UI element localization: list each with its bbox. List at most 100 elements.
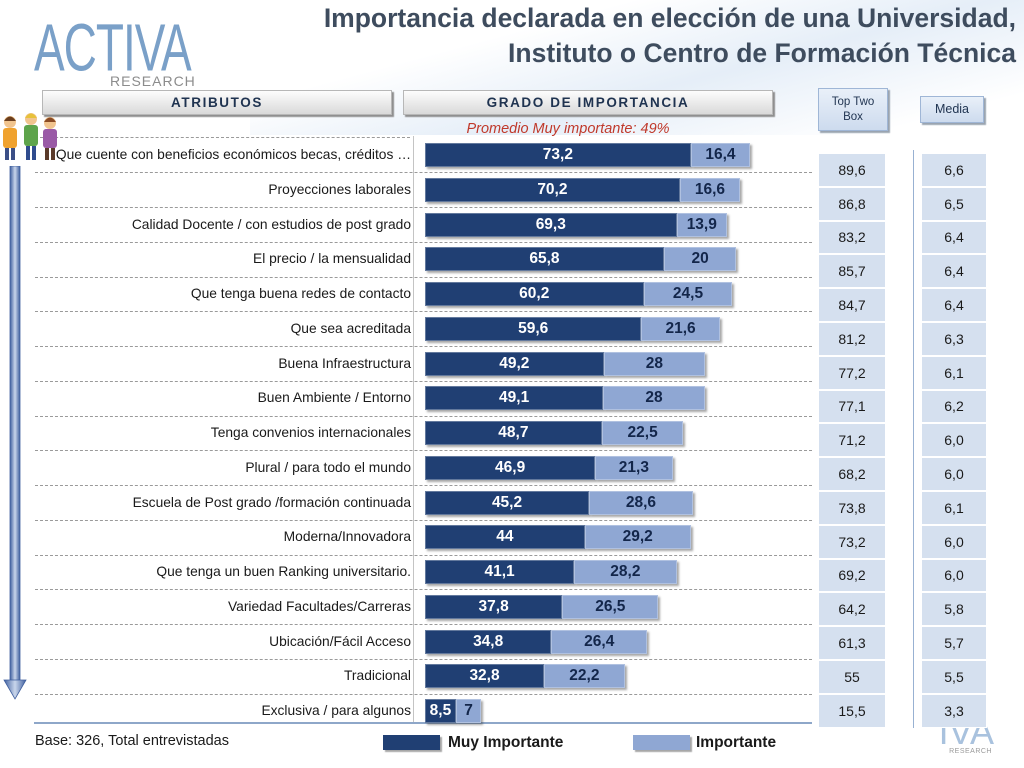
legend-label-importante: Importante <box>696 734 777 751</box>
row-separator <box>35 519 812 521</box>
bar-importante: 28 <box>603 386 705 411</box>
title-line-1: Importancia declarada en elección de una… <box>323 3 1016 33</box>
bar-muy-importante: 60,2 <box>425 282 644 306</box>
media-cell: 6,2 <box>921 389 987 424</box>
top-two-box-cell: 64,2 <box>818 592 886 627</box>
value-label: 21,3 <box>618 458 649 476</box>
footer-logo-tagline: RESEARCH <box>949 748 992 755</box>
top-two-box-cell: 73,8 <box>818 491 886 525</box>
bar-muy-importante: 48,7 <box>425 421 602 445</box>
value-label: 16,6 <box>694 180 726 198</box>
header-atributos: ATRIBUTOS <box>42 90 392 115</box>
people-icon <box>3 113 57 160</box>
category-label: Que tenga buena redes de contacto <box>190 286 411 301</box>
media-cell: 6,0 <box>921 558 987 593</box>
bar-muy-importante: 49,2 <box>425 351 604 376</box>
bar-muy-importante: 73,2 <box>425 143 691 167</box>
category-label: Proyecciones laborales <box>268 181 411 197</box>
header-top-two-box: Top Two Box <box>818 88 888 131</box>
media-cell: 5,7 <box>921 626 987 660</box>
logo-tagline: RESEARCH <box>110 73 196 89</box>
row-separator <box>35 415 812 417</box>
value-label: 16,4 <box>705 146 736 163</box>
bar-importante: 28 <box>603 351 706 376</box>
logo-brand: ACTIVA <box>34 9 192 86</box>
top-two-box-cell: 77,1 <box>818 389 886 424</box>
media-cell: 6,0 <box>921 423 987 458</box>
value-label: 8,5 <box>429 702 452 719</box>
value-label: 45,2 <box>491 493 523 511</box>
category-label: Plural / para todo el mundo <box>245 459 411 475</box>
bar-muy-importante: 69,3 <box>425 212 677 237</box>
media-cell: 5,5 <box>921 660 987 694</box>
value-label: 65,8 <box>529 250 560 268</box>
top-two-box-cell: 68,2 <box>818 457 886 491</box>
category-label: Que tenga un buen Ranking universitario. <box>156 564 411 579</box>
legend-swatch-muy-importante <box>383 735 440 750</box>
media-cell: 6,4 <box>921 254 987 289</box>
base-note: Base: 326, Total entrevistadas <box>35 733 229 749</box>
bar-axis-line <box>413 136 414 722</box>
value-label: 28 <box>645 354 664 372</box>
value-label: 70,2 <box>537 180 568 198</box>
bar-importante: 22,5 <box>601 421 684 445</box>
bar-importante: 28,6 <box>589 490 693 515</box>
category-label: Variedad Facultades/Carreras <box>227 598 411 614</box>
media-cell: 6,6 <box>921 153 987 187</box>
value-label: 32,8 <box>469 667 500 685</box>
category-label: Moderna/Innovadora <box>283 529 411 545</box>
media-cell: 6,5 <box>921 186 987 221</box>
value-label: 20 <box>691 250 709 268</box>
bar-importante: 24,5 <box>643 282 733 306</box>
row-separator-top <box>35 137 410 138</box>
media-cell: 6,0 <box>921 457 987 491</box>
value-label: 29,2 <box>622 528 653 546</box>
arrow-down-icon <box>3 166 27 700</box>
value-label: 7 <box>464 702 473 719</box>
value-label: 24,5 <box>672 285 704 302</box>
top-two-box-cell: 69,2 <box>818 558 886 593</box>
row-separator <box>35 589 812 591</box>
bar-importante: 21,3 <box>595 455 673 480</box>
media-cell: 6,4 <box>921 220 987 255</box>
media-cell: 3,3 <box>921 693 987 728</box>
row-separator <box>35 380 812 382</box>
row-separator <box>35 554 812 556</box>
bar-muy-importante: 44 <box>425 525 585 550</box>
value-label: 49,1 <box>499 389 530 407</box>
value-label: 44 <box>496 528 514 546</box>
top-two-box-cell: 71,2 <box>818 423 886 458</box>
top-two-box-cell: 81,2 <box>818 322 886 356</box>
row-separator <box>35 311 812 313</box>
value-label: 28,6 <box>625 493 657 511</box>
category-label: El precio / la mensualidad <box>253 251 411 267</box>
category-label: Buena Infraestructura <box>278 355 411 371</box>
bar-importante: 16,6 <box>679 177 741 202</box>
value-label: 22,2 <box>569 667 600 685</box>
media-cell: 5,8 <box>921 592 987 627</box>
value-label: 34,8 <box>473 632 504 650</box>
bar-muy-importante: 34,8 <box>425 629 552 654</box>
value-label: 60,2 <box>519 285 550 302</box>
row-separator <box>35 450 812 452</box>
bar-muy-importante: 45,2 <box>425 490 590 515</box>
bar-muy-importante: 49,1 <box>425 386 604 411</box>
row-separator <box>35 693 812 695</box>
bar-importante: 26,5 <box>562 594 659 619</box>
value-label: 13,9 <box>686 215 717 233</box>
media-column-divider <box>913 150 914 728</box>
bar-importante: 26,4 <box>551 629 648 654</box>
value-label: 49,2 <box>499 354 530 372</box>
top-two-box-cell: 83,2 <box>818 220 886 255</box>
chart-bottom-line <box>34 722 812 724</box>
top-two-box-cell: 86,8 <box>818 186 886 221</box>
row-separator <box>35 658 812 660</box>
row-separator <box>35 207 812 209</box>
value-label: 21,6 <box>665 319 696 337</box>
row-separator <box>35 346 812 348</box>
logo: ACTIVA RESEARCH <box>34 14 209 94</box>
value-label: 22,5 <box>627 424 658 441</box>
category-label: Que cuente con beneficios económicos bec… <box>55 147 411 162</box>
bar-muy-importante: 70,2 <box>425 177 680 202</box>
